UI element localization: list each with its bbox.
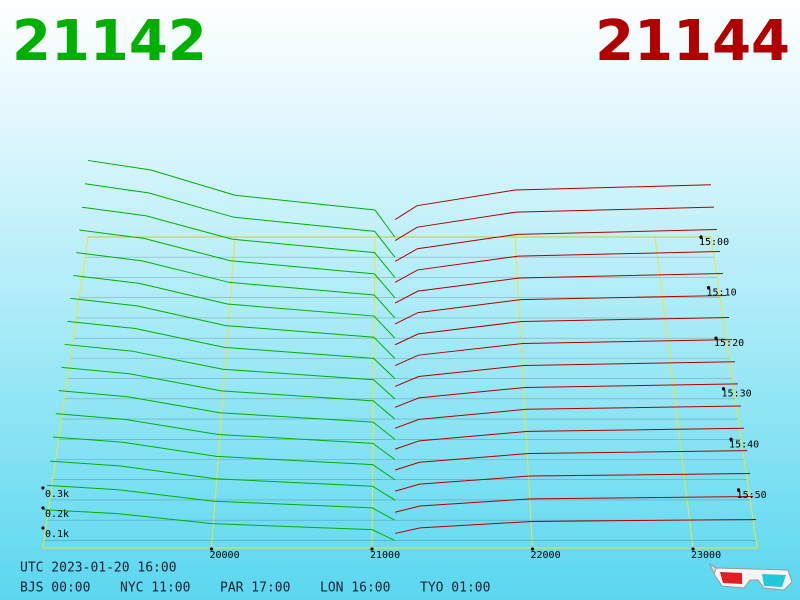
ask-depth-line	[394, 361, 736, 387]
ask-depth-line	[394, 272, 724, 304]
bid-price: 21142	[12, 9, 207, 74]
bid-depth-line	[61, 366, 396, 420]
floor	[42, 236, 758, 549]
x-tick	[530, 547, 535, 551]
bid-depth-line	[70, 297, 396, 359]
floor-grid-line	[514, 236, 533, 549]
depth-tick	[41, 486, 45, 490]
time-tick	[736, 488, 741, 492]
bid-depth-line	[79, 229, 396, 299]
bid-depth-line	[46, 484, 396, 521]
x-tick	[209, 547, 214, 551]
ask-depth-line	[394, 473, 751, 492]
ask-depth-line	[394, 229, 718, 262]
bid-depth-line	[64, 343, 396, 400]
bid-depth-line	[58, 390, 396, 440]
ask-depth-line	[394, 316, 730, 346]
ask-depth-line	[394, 495, 754, 513]
floor-grid-line	[371, 236, 376, 549]
ask-depth-line	[394, 405, 742, 429]
x-tick-label: 21000	[370, 550, 400, 561]
bid-depth-line	[76, 252, 396, 319]
time-tick	[706, 285, 711, 290]
clock-label: TYO 01:00	[420, 581, 490, 596]
clock-label: BJS 00:00	[20, 581, 90, 596]
x-tick-label: 20000	[210, 550, 240, 561]
time-tick-label: 15:20	[714, 338, 744, 349]
bid-depth-line	[82, 206, 396, 278]
bid-depth-line	[44, 509, 396, 541]
depth-tick-label: 0.3k	[45, 489, 69, 500]
time-tick	[699, 235, 703, 239]
x-tick-label: 22000	[531, 550, 561, 561]
bid-depth-line	[85, 183, 396, 258]
ask-depth-line	[394, 294, 727, 325]
floor-grid-line	[211, 236, 236, 549]
clock-label: LON 16:00	[320, 581, 390, 596]
ask-depth-line	[394, 427, 745, 450]
time-tick-label: 15:50	[737, 490, 767, 501]
plot: 20000 21000 22000 23000 15:00 15:10 15:20 15:30…	[41, 159, 767, 561]
time-tick-label: 15:00	[699, 237, 729, 248]
time-tick-label: 15:10	[707, 288, 737, 299]
x-tick	[370, 547, 374, 551]
bid-depth-line	[73, 275, 396, 339]
bid-depth-line	[49, 460, 396, 501]
depth-tick-label: 0.2k	[45, 509, 69, 520]
time-tick-label: 15:30	[722, 389, 752, 400]
bid-depth-line	[87, 159, 396, 238]
clock-label: NYC 11:00	[120, 581, 190, 596]
ask-depth-line	[394, 383, 739, 408]
clock-label: PAR 17:00	[220, 581, 290, 596]
depth-tick-label: 0.1k	[45, 529, 69, 540]
depth-tick	[41, 526, 45, 530]
floor-grid-line	[654, 236, 694, 549]
time-tick	[721, 387, 726, 391]
utc-time: UTC 2023-01-20 16:00	[20, 561, 177, 576]
ask-depth-line	[394, 339, 733, 367]
ask-depth-line	[395, 518, 757, 534]
time-tick	[714, 336, 718, 340]
time-tick-label: 15:40	[729, 439, 759, 450]
ask-depth-line	[394, 450, 748, 471]
ask-depth-line	[394, 250, 721, 283]
depth-tick	[41, 506, 45, 510]
x-tick	[691, 547, 695, 551]
bid-depth-line	[52, 436, 396, 481]
ask-price: 21144	[595, 9, 790, 74]
bid-depth-line	[55, 413, 396, 460]
ask-depth-line	[394, 184, 712, 221]
time-tick	[729, 437, 733, 441]
glasses-icon[interactable]	[708, 562, 793, 591]
x-tick-label: 23000	[691, 550, 721, 561]
bid-depth-line	[67, 320, 396, 379]
ask-depth-line	[394, 206, 715, 241]
